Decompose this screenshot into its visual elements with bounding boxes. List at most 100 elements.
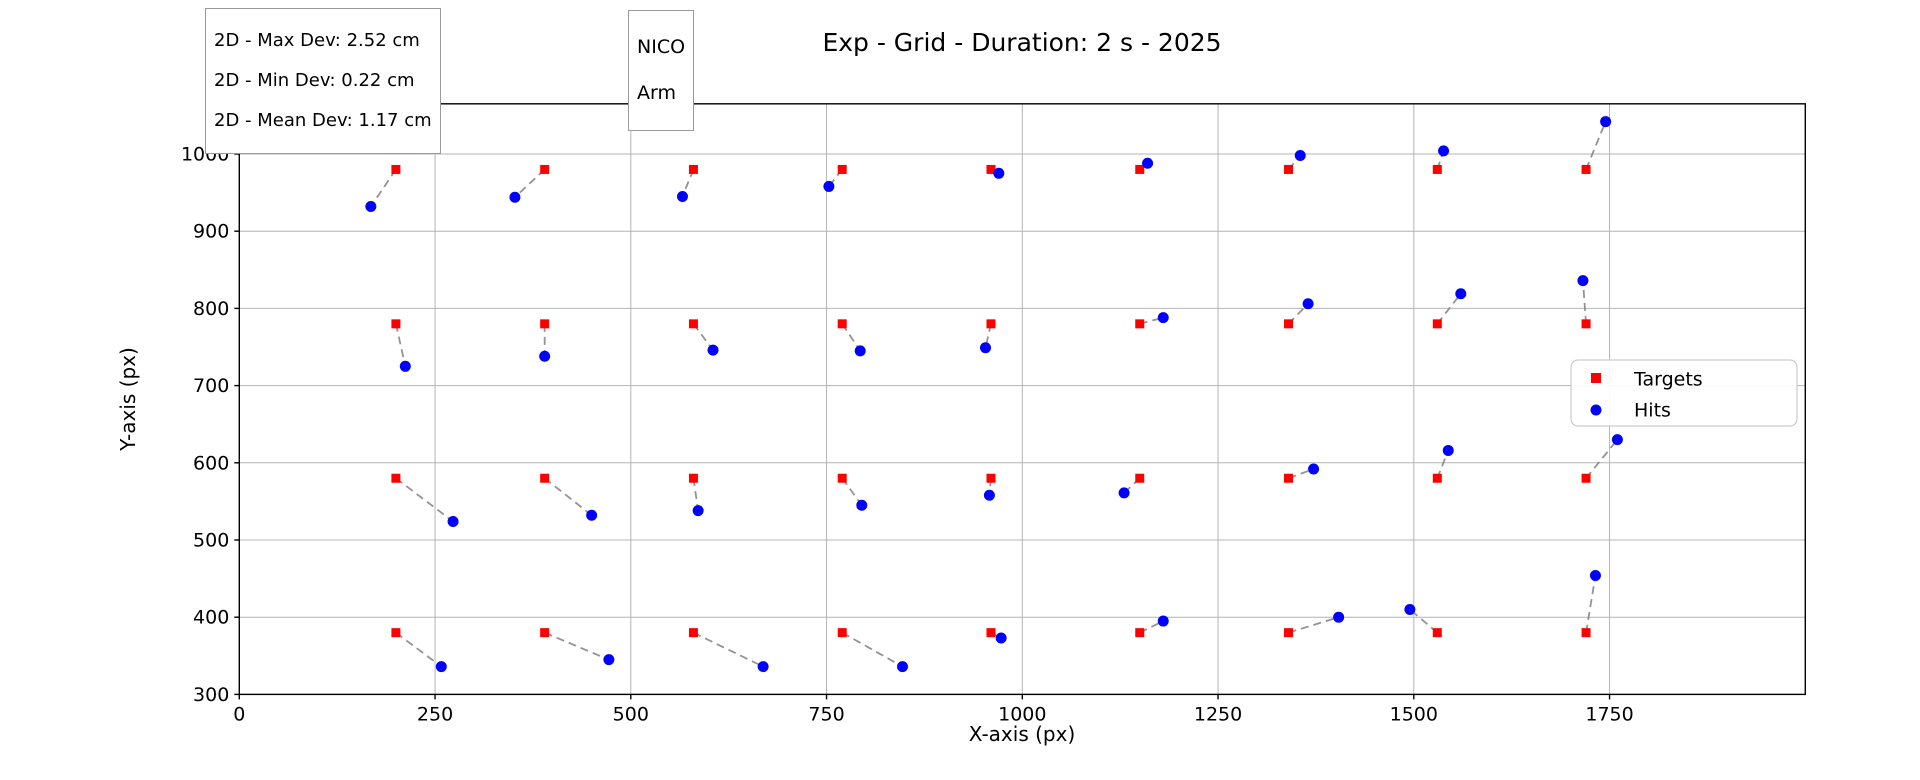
hit-marker <box>1294 150 1306 162</box>
target-marker <box>986 164 996 174</box>
hit-marker <box>757 661 769 673</box>
hit-marker <box>603 654 615 666</box>
hit-marker <box>1589 570 1601 582</box>
x-tick-label: 250 <box>417 703 453 725</box>
hit-marker <box>1442 444 1454 456</box>
deviation-connector <box>370 168 397 208</box>
deviation-connector <box>1582 280 1587 324</box>
target-marker <box>986 319 996 329</box>
deviation-connector <box>395 477 454 523</box>
stat-mean-dev: 2D - Mean Dev: 1.17 cm <box>214 110 432 131</box>
target-marker <box>540 628 550 638</box>
legend-label-targets: Targets <box>1633 369 1703 391</box>
hit-marker <box>1118 487 1130 499</box>
target-marker <box>540 473 550 483</box>
legend-label-hits: Hits <box>1634 400 1671 422</box>
deviation-connector <box>544 631 610 661</box>
x-tick-label: 500 <box>613 703 649 725</box>
target-marker <box>986 628 996 638</box>
x-tick-label: 1250 <box>1194 703 1242 725</box>
x-tick-label: 750 <box>808 703 844 725</box>
hit-marker <box>707 344 719 356</box>
x-tick-label: 1500 <box>1390 703 1438 725</box>
target-marker <box>391 473 401 483</box>
hit-marker <box>676 190 688 202</box>
deviation-connector <box>1585 575 1597 633</box>
hit-marker <box>1438 145 1450 157</box>
hit-marker <box>854 345 866 357</box>
hit-marker <box>435 661 447 673</box>
target-marker <box>688 473 698 483</box>
hit-marker <box>399 360 411 372</box>
target-marker <box>1284 628 1294 638</box>
deviation-connector <box>395 323 407 367</box>
target-marker <box>837 473 847 483</box>
deviation-connector <box>841 477 863 506</box>
y-tick-label: 600 <box>193 452 229 474</box>
robot-name-line2: Arm <box>637 82 676 104</box>
hit-marker <box>365 200 377 212</box>
legend-targets-marker <box>1591 373 1601 383</box>
hit-marker <box>692 505 704 517</box>
target-marker <box>1135 628 1145 638</box>
target-marker <box>837 319 847 329</box>
target-marker <box>391 164 401 174</box>
deviation-connector <box>1585 121 1607 170</box>
hit-marker <box>1611 434 1623 446</box>
deviation-connector <box>1436 293 1462 325</box>
deviation-connector <box>395 631 442 668</box>
chart-title: Exp - Grid - Duration: 2 s - 2025 <box>822 28 1222 57</box>
x-tick-label: 1000 <box>998 703 1046 725</box>
target-marker <box>1581 628 1591 638</box>
hit-marker <box>823 180 835 192</box>
y-axis-label: Y-axis (px) <box>116 347 140 451</box>
x-tick-label: 0 <box>233 703 245 725</box>
hit-marker <box>1404 603 1416 615</box>
deviation-connector <box>841 631 903 668</box>
hit-marker <box>1455 288 1467 300</box>
target-marker <box>1284 319 1294 329</box>
legend-hits-marker <box>1590 404 1602 416</box>
hit-marker <box>1157 615 1169 627</box>
target-marker <box>1284 164 1294 174</box>
hit-marker <box>447 515 459 527</box>
deviation-connector <box>1585 439 1619 479</box>
deviation-connector <box>1409 608 1438 634</box>
hit-marker <box>1333 611 1345 623</box>
y-tick-label: 800 <box>193 298 229 320</box>
hit-marker <box>1302 298 1314 310</box>
hit-marker <box>856 499 868 511</box>
hit-marker <box>539 350 551 362</box>
robot-name-box: NICO Arm <box>628 10 695 131</box>
y-tick-label: 400 <box>193 607 229 629</box>
x-tick-label: 1750 <box>1585 703 1633 725</box>
hit-marker <box>1157 312 1169 324</box>
target-marker <box>1135 319 1145 329</box>
x-axis-label: X-axis (px) <box>968 722 1076 746</box>
hit-marker <box>897 661 909 673</box>
deviation-connector <box>1436 450 1450 479</box>
target-marker <box>688 164 698 174</box>
deviation-stats-box: 2D - Max Dev: 2.52 cm 2D - Min Dev: 0.22… <box>205 8 441 154</box>
y-tick-label: 700 <box>193 375 229 397</box>
stat-min-dev: 2D - Min Dev: 0.22 cm <box>214 70 415 91</box>
target-marker <box>1581 319 1591 329</box>
hit-marker <box>979 342 991 354</box>
target-marker <box>986 473 996 483</box>
target-marker <box>1432 628 1442 638</box>
target-marker <box>688 319 698 329</box>
hit-marker <box>509 191 521 203</box>
hit-marker <box>586 509 598 521</box>
y-tick-label: 300 <box>193 684 229 706</box>
target-marker <box>688 628 698 638</box>
target-marker <box>1581 164 1591 174</box>
hit-marker <box>1577 275 1589 287</box>
y-tick-label: 500 <box>193 530 229 552</box>
target-marker <box>1432 319 1442 329</box>
deviation-connector <box>514 168 546 198</box>
target-marker <box>391 628 401 638</box>
hit-marker <box>983 489 995 501</box>
target-marker <box>1432 473 1442 483</box>
